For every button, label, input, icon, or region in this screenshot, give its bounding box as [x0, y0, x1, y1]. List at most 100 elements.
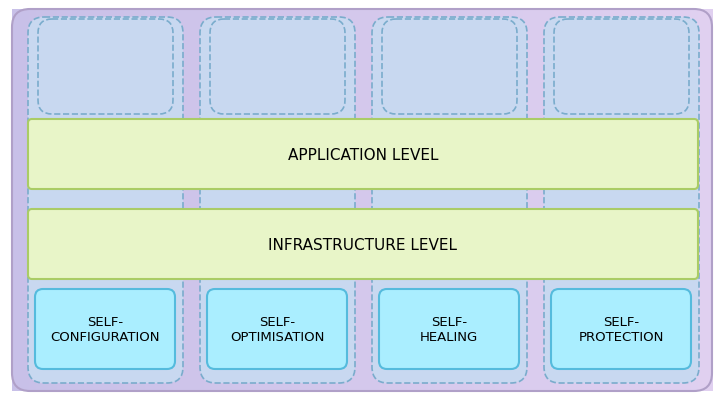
Bar: [586, 10, 590, 391]
Bar: [702, 10, 706, 391]
Bar: [597, 10, 601, 391]
Bar: [278, 10, 283, 391]
Bar: [376, 10, 381, 391]
Bar: [677, 10, 682, 391]
Text: SELF-
CONFIGURATION: SELF- CONFIGURATION: [50, 315, 160, 343]
Bar: [317, 10, 321, 391]
Bar: [201, 10, 205, 391]
Bar: [614, 10, 618, 391]
Bar: [162, 10, 167, 391]
Bar: [526, 10, 531, 391]
Bar: [296, 10, 300, 391]
Bar: [306, 10, 310, 391]
Bar: [394, 10, 398, 391]
Bar: [513, 10, 517, 391]
Bar: [292, 10, 297, 391]
Bar: [320, 10, 325, 391]
Bar: [72, 10, 76, 391]
Bar: [509, 10, 513, 391]
Bar: [495, 10, 500, 391]
Bar: [344, 10, 349, 391]
Bar: [407, 10, 412, 391]
Bar: [247, 10, 251, 391]
Bar: [649, 10, 653, 391]
Bar: [233, 10, 237, 391]
Bar: [589, 10, 594, 391]
FancyBboxPatch shape: [544, 18, 699, 383]
Bar: [89, 10, 94, 391]
Bar: [275, 10, 279, 391]
Bar: [310, 10, 314, 391]
Bar: [708, 10, 713, 391]
Bar: [323, 10, 328, 391]
Bar: [404, 10, 408, 391]
Bar: [674, 10, 678, 391]
Bar: [194, 10, 199, 391]
Bar: [561, 10, 566, 391]
Bar: [22, 10, 27, 391]
Bar: [523, 10, 528, 391]
Bar: [425, 10, 429, 391]
Bar: [30, 10, 34, 391]
Bar: [197, 10, 202, 391]
Bar: [170, 10, 174, 391]
Bar: [78, 10, 83, 391]
Bar: [547, 10, 552, 391]
Bar: [285, 10, 289, 391]
Bar: [26, 10, 30, 391]
Bar: [338, 10, 342, 391]
Bar: [421, 10, 426, 391]
Bar: [534, 10, 538, 391]
Text: APPLICATION LEVEL: APPLICATION LEVEL: [288, 147, 438, 162]
Bar: [65, 10, 69, 391]
Bar: [457, 10, 461, 391]
Bar: [36, 10, 41, 391]
Bar: [488, 10, 492, 391]
Bar: [149, 10, 153, 391]
FancyBboxPatch shape: [28, 18, 183, 383]
Bar: [639, 10, 643, 391]
Bar: [600, 10, 605, 391]
Bar: [439, 10, 444, 391]
Bar: [681, 10, 685, 391]
Bar: [341, 10, 346, 391]
Bar: [565, 10, 570, 391]
Bar: [355, 10, 360, 391]
Bar: [33, 10, 38, 391]
Bar: [19, 10, 23, 391]
Bar: [603, 10, 608, 391]
Bar: [268, 10, 272, 391]
Bar: [373, 10, 377, 391]
Bar: [558, 10, 563, 391]
Bar: [82, 10, 86, 391]
Bar: [537, 10, 542, 391]
Bar: [481, 10, 486, 391]
Text: SELF-
OPTIMISATION: SELF- OPTIMISATION: [230, 315, 324, 343]
FancyBboxPatch shape: [207, 289, 347, 369]
Bar: [135, 10, 139, 391]
Bar: [645, 10, 650, 391]
Bar: [145, 10, 149, 391]
Bar: [225, 10, 230, 391]
Bar: [131, 10, 136, 391]
Bar: [530, 10, 534, 391]
Bar: [505, 10, 510, 391]
FancyBboxPatch shape: [200, 18, 355, 383]
Text: SELF-
HEALING: SELF- HEALING: [420, 315, 478, 343]
Bar: [334, 10, 339, 391]
Text: SELF-
PROTECTION: SELF- PROTECTION: [579, 315, 663, 343]
Bar: [348, 10, 352, 391]
Bar: [57, 10, 62, 391]
Bar: [520, 10, 524, 391]
Bar: [302, 10, 307, 391]
Bar: [208, 10, 212, 391]
FancyBboxPatch shape: [28, 209, 698, 279]
Bar: [618, 10, 622, 391]
Bar: [243, 10, 247, 391]
Bar: [173, 10, 178, 391]
Bar: [299, 10, 304, 391]
Bar: [499, 10, 503, 391]
Bar: [191, 10, 195, 391]
Bar: [502, 10, 507, 391]
Bar: [695, 10, 699, 391]
